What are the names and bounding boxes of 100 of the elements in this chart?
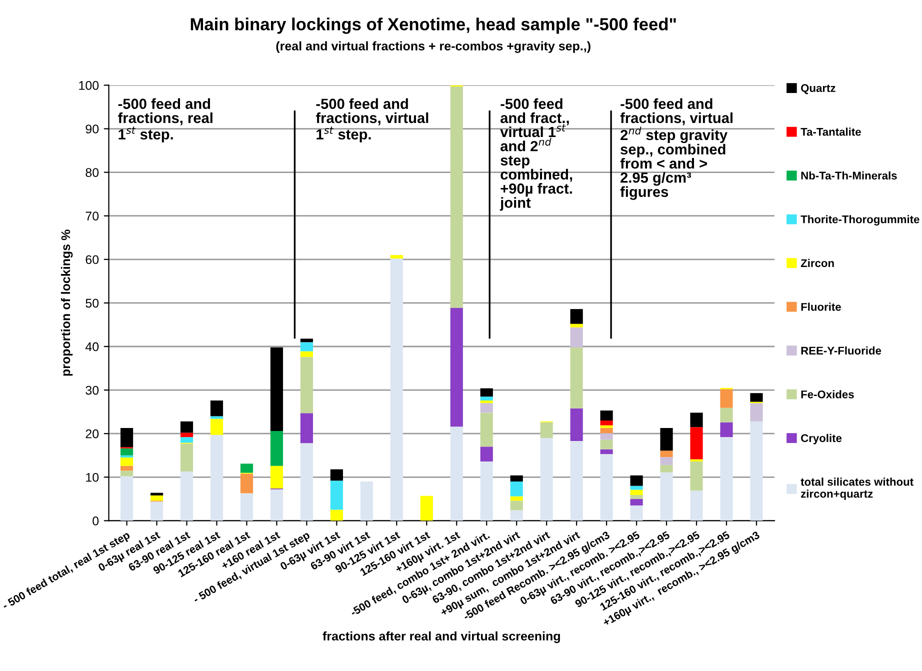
bar [150, 492, 164, 496]
bar [600, 454, 613, 521]
bar [360, 482, 373, 521]
bar [330, 480, 343, 510]
bar [510, 475, 523, 482]
legend-label: Quartz [801, 84, 836, 94]
bar [450, 308, 463, 427]
bar [660, 428, 673, 451]
bar [120, 458, 134, 466]
bar [450, 426, 463, 521]
bar [600, 428, 613, 434]
y-tick-label: 50 [86, 298, 99, 308]
bar [120, 428, 134, 448]
y-tick-label: 60 [86, 255, 99, 264]
bar [180, 437, 194, 443]
bar [570, 309, 583, 324]
y-tick-label: 40 [85, 342, 99, 352]
text: -500 feed and fractions, virtual 2$^{nd}$ step gravity sep., combined from < and > 2.95 g/cm³ figures [620, 98, 732, 200]
bar [630, 475, 643, 486]
bar [240, 474, 254, 494]
bar [300, 443, 313, 521]
bar [390, 258, 403, 521]
bar [120, 466, 134, 471]
bar [480, 396, 493, 401]
annotation: -500 feed and fractions, real 1$^{st}$ step. [118, 98, 212, 142]
legend-label: Zircon [800, 258, 834, 268]
bar [510, 500, 523, 510]
bar [180, 421, 194, 433]
bar [270, 489, 284, 521]
bar [630, 490, 643, 496]
bar [120, 455, 134, 458]
y-tick-label: 0 [92, 516, 99, 526]
bar [480, 400, 493, 404]
bar [630, 505, 643, 521]
bar [540, 438, 553, 521]
y-tick-label: 80 [86, 168, 99, 177]
legend-label: total silicates without zircon+quartz [800, 478, 914, 500]
bar [390, 255, 403, 259]
bar [300, 413, 313, 444]
legend-label: Nb-Ta-Th-Minerals [801, 171, 897, 180]
bar [570, 327, 583, 348]
bar [150, 495, 164, 501]
bar [270, 466, 284, 488]
bar [270, 347, 284, 431]
bar [180, 432, 194, 438]
bar [300, 356, 313, 414]
bar [330, 469, 343, 481]
annotation: -500 feed and fractions, virtual 1$^{st}$ step. [316, 98, 428, 142]
bar [720, 437, 733, 521]
bar [210, 434, 224, 521]
y-tick-label: 10 [86, 472, 99, 482]
bar [600, 425, 613, 428]
legend-label: Fluorite [801, 302, 841, 311]
bar [690, 427, 703, 460]
bar [120, 470, 134, 476]
y-tick-label: 20 [86, 429, 99, 438]
bar [570, 347, 583, 408]
bar [210, 416, 224, 419]
bar [180, 471, 194, 521]
bar [270, 430, 284, 466]
bar [120, 476, 134, 521]
bar [330, 510, 343, 521]
bar [480, 446, 493, 462]
bar [630, 495, 643, 499]
bar [690, 412, 703, 428]
bar [720, 422, 733, 438]
bar [720, 389, 733, 408]
text: -500 feed and fract., virtual 1$^{st}$ and 2$^{nd}$ step combined, +90µ fract. joint [500, 98, 572, 211]
y-tick-label: 30 [86, 386, 99, 395]
bar [300, 351, 313, 357]
bar [690, 461, 703, 491]
bar [600, 420, 613, 426]
bar [660, 464, 673, 472]
bar [120, 448, 134, 456]
bar [600, 433, 613, 440]
bar [750, 421, 763, 521]
legend-label: REE-Y-Fluoride [801, 346, 882, 355]
bar [420, 496, 433, 521]
y-axis-title: proportion of lockings % [60, 230, 73, 376]
bar [480, 412, 493, 447]
bar [750, 393, 763, 402]
legend-label: Fe-Oxides [801, 390, 854, 398]
bar [240, 493, 254, 521]
bar [510, 510, 523, 521]
bar [300, 342, 313, 352]
bar [240, 464, 254, 473]
bar [630, 498, 643, 506]
bar [180, 444, 194, 472]
legend-label: Thorite-Thorogummite [800, 215, 920, 226]
bar [480, 403, 493, 413]
bar [720, 408, 733, 422]
bar [660, 472, 673, 521]
y-tick-label: 100 [79, 81, 99, 90]
x-axis-title: fractions after real and virtual screening [322, 631, 560, 644]
bar [660, 450, 673, 458]
bar [570, 408, 583, 442]
y-tick-label: 70 [86, 212, 99, 221]
bar [690, 490, 703, 521]
bar [210, 400, 224, 416]
bar [540, 422, 553, 438]
